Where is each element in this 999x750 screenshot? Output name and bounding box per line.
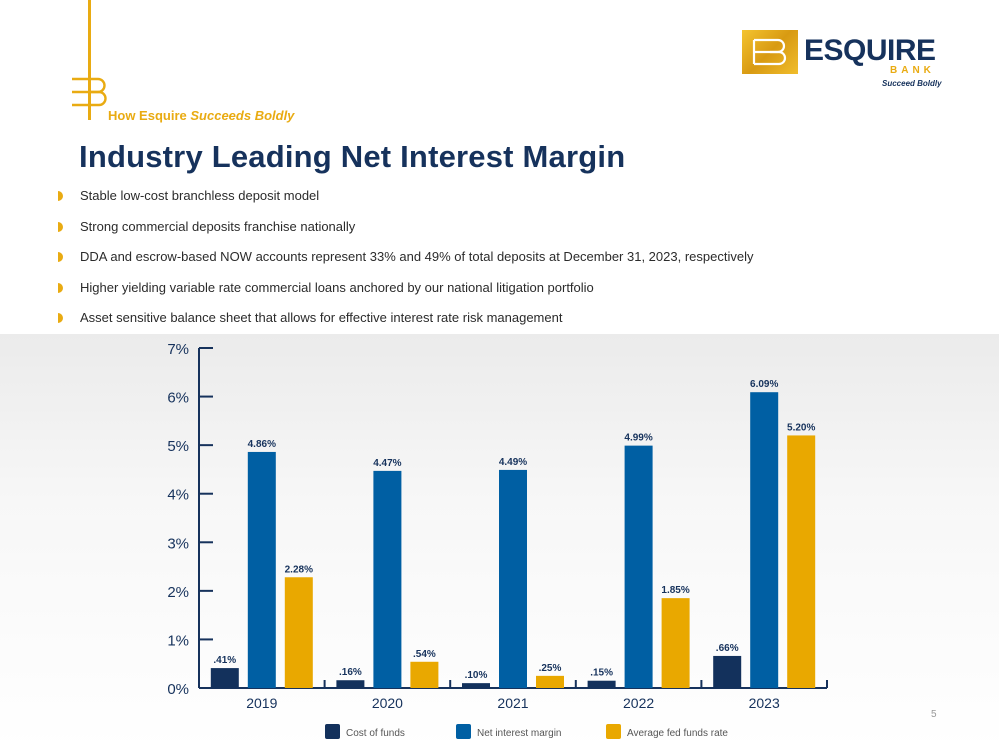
- y-tick-label: 4%: [167, 487, 189, 504]
- legend-swatch: [606, 724, 621, 739]
- data-label: .41%: [213, 655, 236, 666]
- data-label: 1.85%: [661, 585, 689, 596]
- bar-cost-of-funds: [713, 655, 742, 688]
- legend-label: Average fed funds rate: [627, 728, 728, 739]
- bullet-item: Asset sensitive balance sheet that allow…: [58, 308, 753, 339]
- y-tick-label: 7%: [167, 341, 189, 358]
- data-label: 2.28%: [285, 564, 313, 575]
- tagline-emphasis: Succeeds Boldly: [190, 108, 295, 123]
- legend-label: Net interest margin: [477, 728, 561, 739]
- logo-emblem: [742, 30, 798, 74]
- bullet-icon: [58, 313, 63, 323]
- bar-net-interest-margin: [624, 445, 653, 688]
- bullet-icon: [58, 191, 63, 201]
- y-tick-label: 5%: [167, 438, 189, 455]
- data-label: .25%: [539, 663, 562, 674]
- header-accent-line: [88, 0, 91, 120]
- bullet-text: Asset sensitive balance sheet that allow…: [80, 310, 563, 325]
- bar-average-fed-funds-rate: [536, 675, 564, 688]
- x-tick-label: 2023: [749, 695, 780, 711]
- legend-swatch: [325, 724, 340, 739]
- bar-average-fed-funds-rate: [661, 598, 690, 688]
- page-title: Industry Leading Net Interest Margin: [79, 139, 626, 174]
- y-tick-label: 0%: [167, 681, 189, 698]
- bullet-item: Higher yielding variable rate commercial…: [58, 278, 753, 309]
- x-tick-label: 2022: [623, 695, 654, 711]
- nim-bar-chart: 0% 1% 2% 3% 4% 5% 6% 7% .41% 4.86% 2.28% 2019 .16% 4.…: [167, 341, 828, 739]
- data-label: .54%: [413, 649, 436, 660]
- bar-average-fed-funds-rate: [787, 435, 816, 688]
- data-label: .66%: [716, 643, 739, 654]
- header-tagline: How Esquire Succeeds Boldly: [108, 108, 294, 123]
- y-tick-label: 1%: [167, 632, 189, 649]
- data-label: 4.49%: [499, 457, 527, 468]
- bar-cost-of-funds: [587, 680, 616, 688]
- bar-average-fed-funds-rate: [410, 661, 439, 688]
- bullet-icon: [58, 221, 63, 232]
- data-label: 4.99%: [624, 433, 652, 444]
- bar-cost-of-funds: [336, 680, 365, 688]
- bullet-text: Higher yielding variable rate commercial…: [80, 279, 594, 295]
- legend-label: Cost of funds: [346, 728, 405, 739]
- bullet-text: Strong commercial deposits franchise nat…: [80, 218, 356, 234]
- bullet-text: DDA and escrow-based NOW accounts repres…: [80, 249, 754, 264]
- data-label: 4.86%: [248, 439, 276, 450]
- bullet-text: Stable low-cost branchless deposit model: [80, 188, 320, 203]
- logo-bank-text: BANK: [890, 65, 935, 76]
- legend-swatch: [456, 724, 471, 739]
- bar-net-interest-margin: [373, 470, 402, 688]
- x-tick-label: 2019: [246, 695, 277, 711]
- bar-net-interest-margin: [499, 469, 527, 688]
- bullet-item: Stable low-cost branchless deposit model: [58, 186, 753, 217]
- data-label: .15%: [590, 668, 613, 679]
- logo-wordmark: ESQUIRE: [804, 34, 936, 67]
- data-label: .10%: [465, 670, 488, 681]
- bar-net-interest-margin: [750, 392, 779, 688]
- logo-slogan: Succeed Boldly: [882, 79, 942, 88]
- data-label: 6.09%: [750, 379, 778, 390]
- x-tick-label: 2020: [372, 695, 403, 711]
- data-label: 4.47%: [373, 458, 401, 469]
- data-label: .16%: [339, 667, 362, 678]
- bar-cost-of-funds: [210, 668, 239, 688]
- bullet-icon: [58, 252, 63, 262]
- bullet-icon: [58, 282, 63, 293]
- bullet-list: Stable low-cost branchless deposit model…: [58, 186, 753, 339]
- y-tick-label: 2%: [167, 584, 189, 601]
- y-tick-label: 6%: [167, 390, 189, 407]
- data-label: 5.20%: [787, 422, 815, 433]
- bar-cost-of-funds: [462, 683, 490, 688]
- bar-net-interest-margin: [247, 451, 276, 688]
- tagline-prefix: How Esquire: [108, 108, 187, 123]
- eb-monogram-icon: [72, 77, 107, 107]
- logo-eb-icon: [752, 38, 787, 66]
- page-number: 5: [931, 709, 937, 720]
- esquire-bank-logo: ESQUIRE BANK Succeed Boldly: [742, 28, 942, 94]
- bar-average-fed-funds-rate: [284, 577, 313, 688]
- y-tick-label: 3%: [167, 535, 189, 552]
- bullet-item: Strong commercial deposits franchise nat…: [58, 217, 753, 248]
- x-tick-label: 2021: [497, 695, 528, 711]
- bullet-item: DDA and escrow-based NOW accounts repres…: [58, 247, 753, 278]
